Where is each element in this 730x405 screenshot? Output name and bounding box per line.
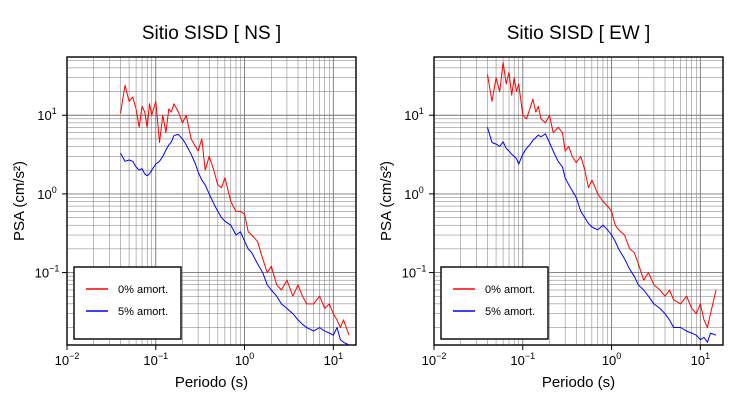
plot-frame: [66, 56, 357, 346]
x-tick-label: 10−2: [55, 351, 80, 368]
x-tick-label: 101: [691, 351, 710, 368]
x-tick-label: 100: [235, 351, 254, 368]
series-line-amort-5: [487, 127, 717, 343]
y-tick-label: 10−1: [402, 264, 427, 281]
y-tick-label: 100: [404, 185, 423, 202]
legend-box: [73, 266, 182, 340]
grid: [66, 57, 356, 345]
y-axis-label: PSA (cm/s²): [11, 161, 28, 241]
x-tick-label: 10−1: [143, 351, 168, 368]
legend-label: 0% amort.: [118, 284, 168, 296]
y-axis-label: PSA (cm/s²): [378, 161, 395, 241]
grid: [433, 57, 723, 345]
chart-panel-ew: Sitio SISD [ EW ] Periodo (s) PSA (cm/s²…: [378, 23, 724, 391]
x-tick-label: 101: [324, 351, 343, 368]
chart-panel-ns: Sitio SISD [ NS ] Periodo (s) PSA (cm/s²…: [11, 23, 357, 391]
legend-label: 0% amort.: [485, 284, 535, 296]
legend-box: [440, 266, 549, 340]
y-tick-label: 100: [37, 185, 56, 202]
plot-frame: [433, 56, 724, 346]
chart-title: Sitio SISD [ NS ]: [142, 23, 281, 44]
x-tick-label: 100: [602, 351, 621, 368]
y-tick-label: 101: [37, 106, 56, 123]
series-line-amort-0: [120, 84, 350, 336]
legend: 0% amort. 5% amort.: [440, 266, 549, 340]
y-tick-label: 101: [404, 106, 423, 123]
series-line-amort-5: [120, 133, 350, 346]
legend: 0% amort. 5% amort.: [73, 266, 182, 340]
y-tick-label: 10−1: [35, 264, 60, 281]
x-axis-label: Periodo (s): [542, 374, 615, 391]
chart-title: Sitio SISD [ EW ]: [507, 23, 651, 44]
x-tick-label: 10−1: [510, 351, 535, 368]
series-line-amort-0: [487, 61, 717, 328]
legend-label: 5% amort.: [118, 306, 168, 318]
legend-label: 5% amort.: [485, 306, 535, 318]
x-axis-label: Periodo (s): [175, 374, 248, 391]
x-tick-label: 10−2: [422, 351, 447, 368]
